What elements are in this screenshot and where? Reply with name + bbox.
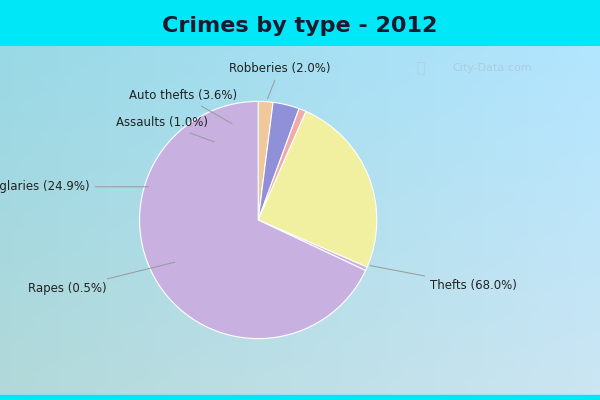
Wedge shape — [140, 101, 365, 339]
Text: Robberies (2.0%): Robberies (2.0%) — [229, 62, 331, 99]
Bar — [0, 395, 600, 400]
Text: Burglaries (24.9%): Burglaries (24.9%) — [0, 180, 149, 193]
Text: ⧂: ⧂ — [416, 61, 424, 75]
Text: Crimes by type - 2012: Crimes by type - 2012 — [163, 16, 437, 36]
Text: Auto thefts (3.6%): Auto thefts (3.6%) — [129, 89, 237, 124]
Wedge shape — [258, 109, 306, 220]
Wedge shape — [258, 102, 299, 220]
Text: City-Data.com: City-Data.com — [452, 63, 532, 73]
Text: Assaults (1.0%): Assaults (1.0%) — [116, 116, 214, 142]
Wedge shape — [258, 101, 273, 220]
Wedge shape — [258, 112, 377, 267]
Text: Thefts (68.0%): Thefts (68.0%) — [370, 266, 517, 292]
Text: Rapes (0.5%): Rapes (0.5%) — [28, 262, 175, 295]
Bar — [0, 0, 600, 46]
Wedge shape — [258, 220, 367, 270]
